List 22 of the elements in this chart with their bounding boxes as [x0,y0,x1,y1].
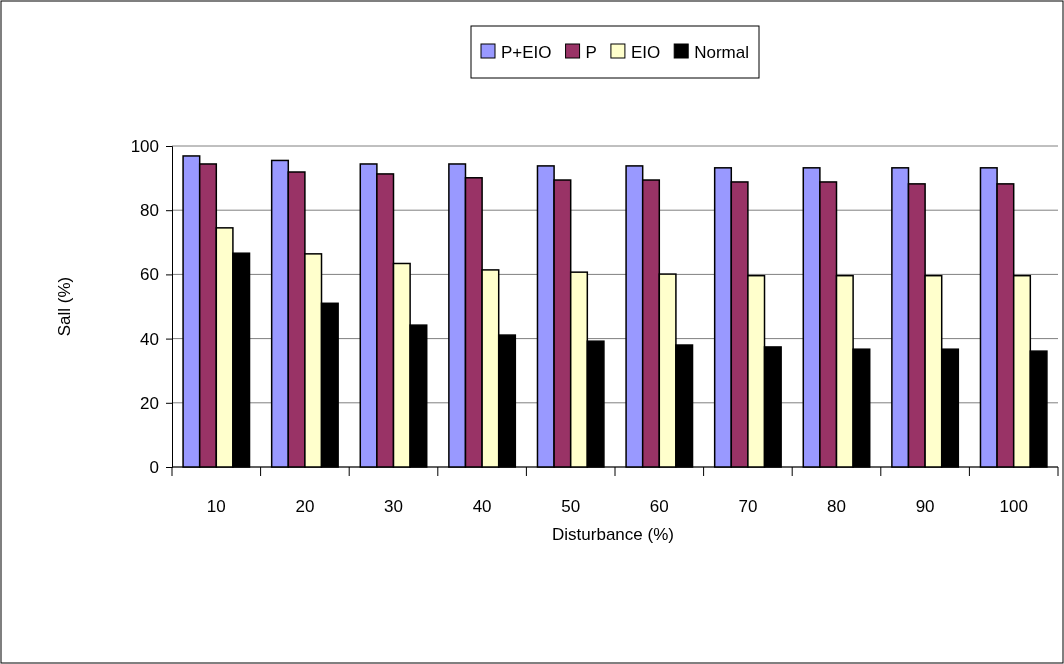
legend-label: P [585,43,597,62]
y-tick-label: 20 [140,393,159,413]
x-axis-title: Disturbance (%) [552,525,674,544]
x-tick-label: 80 [827,497,846,516]
x-tick-label: 60 [649,497,669,516]
legend-label: Normal [694,43,749,62]
y-tick-label: 0 [149,457,159,477]
y-axis-title: Sall (%) [55,276,74,337]
y-tick-label: 100 [130,136,159,156]
x-tick-label: 30 [384,497,403,516]
y-tick-label: 40 [140,329,159,349]
y-tick-label: 80 [140,201,159,221]
x-tick-label: 90 [915,497,935,516]
x-tick-label: 50 [561,497,581,516]
x-tick-label: 100 [999,497,1028,516]
x-tick-label: 70 [738,497,758,516]
x-tick-label: 40 [472,497,492,516]
legend-label: EIO [630,43,661,62]
legend-label: P+EIO [501,43,552,62]
y-tick-label: 60 [140,265,159,285]
x-tick-label: 20 [295,497,315,516]
x-tick-label: 10 [206,497,226,516]
